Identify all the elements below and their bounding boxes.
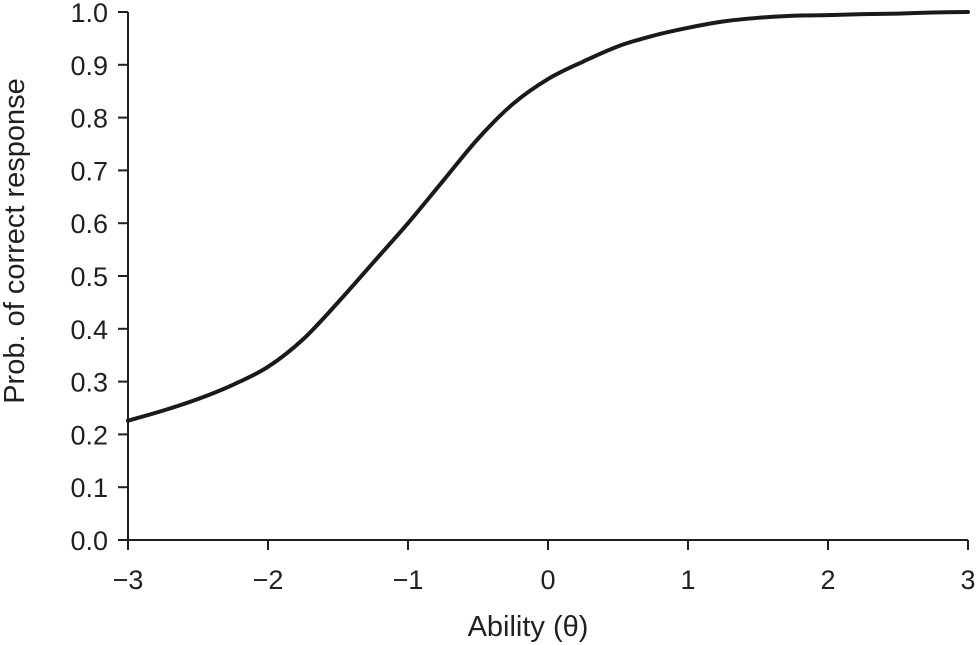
x-axis-title: Ability (θ) <box>468 611 589 643</box>
y-tick-label: 0.1 <box>70 473 108 503</box>
y-tick-label: 0.9 <box>70 51 108 81</box>
x-tick-label: 2 <box>820 565 835 595</box>
x-tick-label: −1 <box>393 565 424 595</box>
y-tick-label: 0.3 <box>70 368 108 398</box>
y-tick-label: 0.4 <box>70 315 108 345</box>
y-axis: 0.0 0.1 0.2 0.3 0.4 0.5 0.6 0.7 0.8 0.9 1.0 <box>70 0 129 556</box>
series-line <box>126 10 970 423</box>
y-tick-label: 0.6 <box>70 209 108 239</box>
y-tick-label: 0.5 <box>70 262 108 292</box>
y-tick-label: 0.8 <box>70 104 108 134</box>
x-tick-label: −3 <box>113 565 144 595</box>
y-tick-label: 1.0 <box>70 0 108 28</box>
x-axis: −3 −2 −1 0 1 2 3 <box>113 539 976 595</box>
y-tick-label: 0.7 <box>70 156 108 186</box>
x-tick-label: 0 <box>540 565 555 595</box>
y-tick-label: 0.0 <box>70 526 108 556</box>
x-tick-label: −2 <box>253 565 284 595</box>
series-group <box>126 10 970 423</box>
x-tick-label: 1 <box>680 565 695 595</box>
y-axis-title: Prob. of correct response <box>0 78 31 404</box>
y-tick-label: 0.2 <box>70 420 108 450</box>
x-tick-label: 3 <box>960 565 975 595</box>
